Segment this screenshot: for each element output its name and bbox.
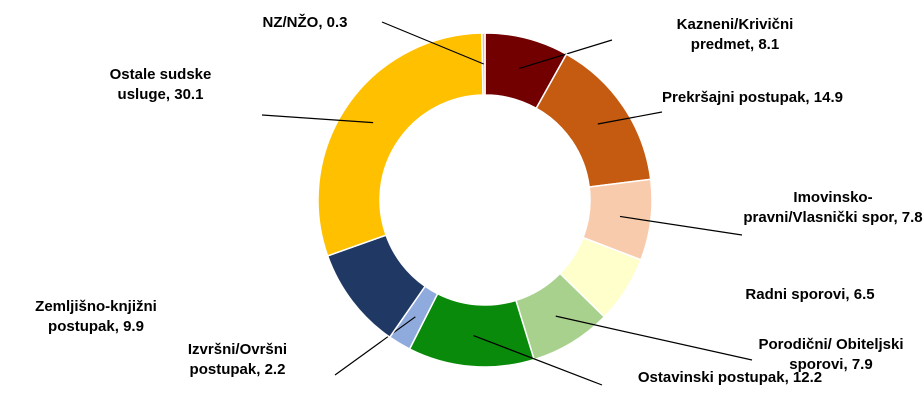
label-category: Ostavinski postupak <box>637 369 785 386</box>
label-category: NZ/NŽO <box>262 14 319 31</box>
data-label: Prekršajni postupak, 14.9 <box>662 89 843 106</box>
label-value: 7.9 <box>851 356 873 373</box>
label-value: 7.8 <box>901 209 923 226</box>
data-label: Zemljišno-knjižni postupak, 9.9 <box>35 298 157 335</box>
data-label: Ostavinski postupak, 12.2 <box>637 369 823 386</box>
data-label: Porodični/ Obiteljski sporovi, 7.9 <box>758 336 904 373</box>
leader-line <box>597 111 663 125</box>
data-label: Kazneni/Krivični predmet, 8.1 <box>676 16 794 53</box>
label-value: 0.3 <box>326 14 348 31</box>
label-category: Izvršni/Ovršni postupak <box>187 341 288 378</box>
label-value: 2.2 <box>264 361 286 378</box>
label-category: Radni sporovi <box>745 286 846 303</box>
label-value: 8.1 <box>758 36 780 53</box>
label-category: Kazneni/Krivični predmet <box>676 16 794 53</box>
data-label: NZ/NŽO, 0.3 <box>262 14 348 31</box>
label-value: 14.9 <box>813 89 843 106</box>
leader-line <box>619 215 743 236</box>
label-value: 12.2 <box>792 369 823 386</box>
label-value: 9.9 <box>123 318 144 335</box>
leader-line <box>334 316 416 376</box>
leader-line <box>473 334 603 386</box>
label-category: Imovinsko-pravni/Vlasnički spor <box>743 189 894 226</box>
label-category: Prekršajni postupak <box>662 89 806 106</box>
label-category: Porodični/ Obiteljski sporovi <box>758 336 904 373</box>
label-value: 6.5 <box>853 286 875 303</box>
label-category: Zemljišno-knjižni postupak <box>35 298 157 335</box>
leader-line <box>261 114 374 124</box>
leader-line <box>555 315 753 361</box>
data-label: Radni sporovi, 6.5 <box>745 286 875 303</box>
leader-line <box>381 21 484 65</box>
data-label: Imovinsko-pravni/Vlasnički spor, 7.8 <box>743 189 923 226</box>
label-value: 30.1 <box>174 86 204 103</box>
donut-slice <box>317 32 484 257</box>
data-label: Ostale sudske usluge, 30.1 <box>109 66 212 103</box>
label-category: Ostale sudske usluge <box>109 66 212 103</box>
data-label: Izvršni/Ovršni postupak, 2.2 <box>187 341 288 378</box>
